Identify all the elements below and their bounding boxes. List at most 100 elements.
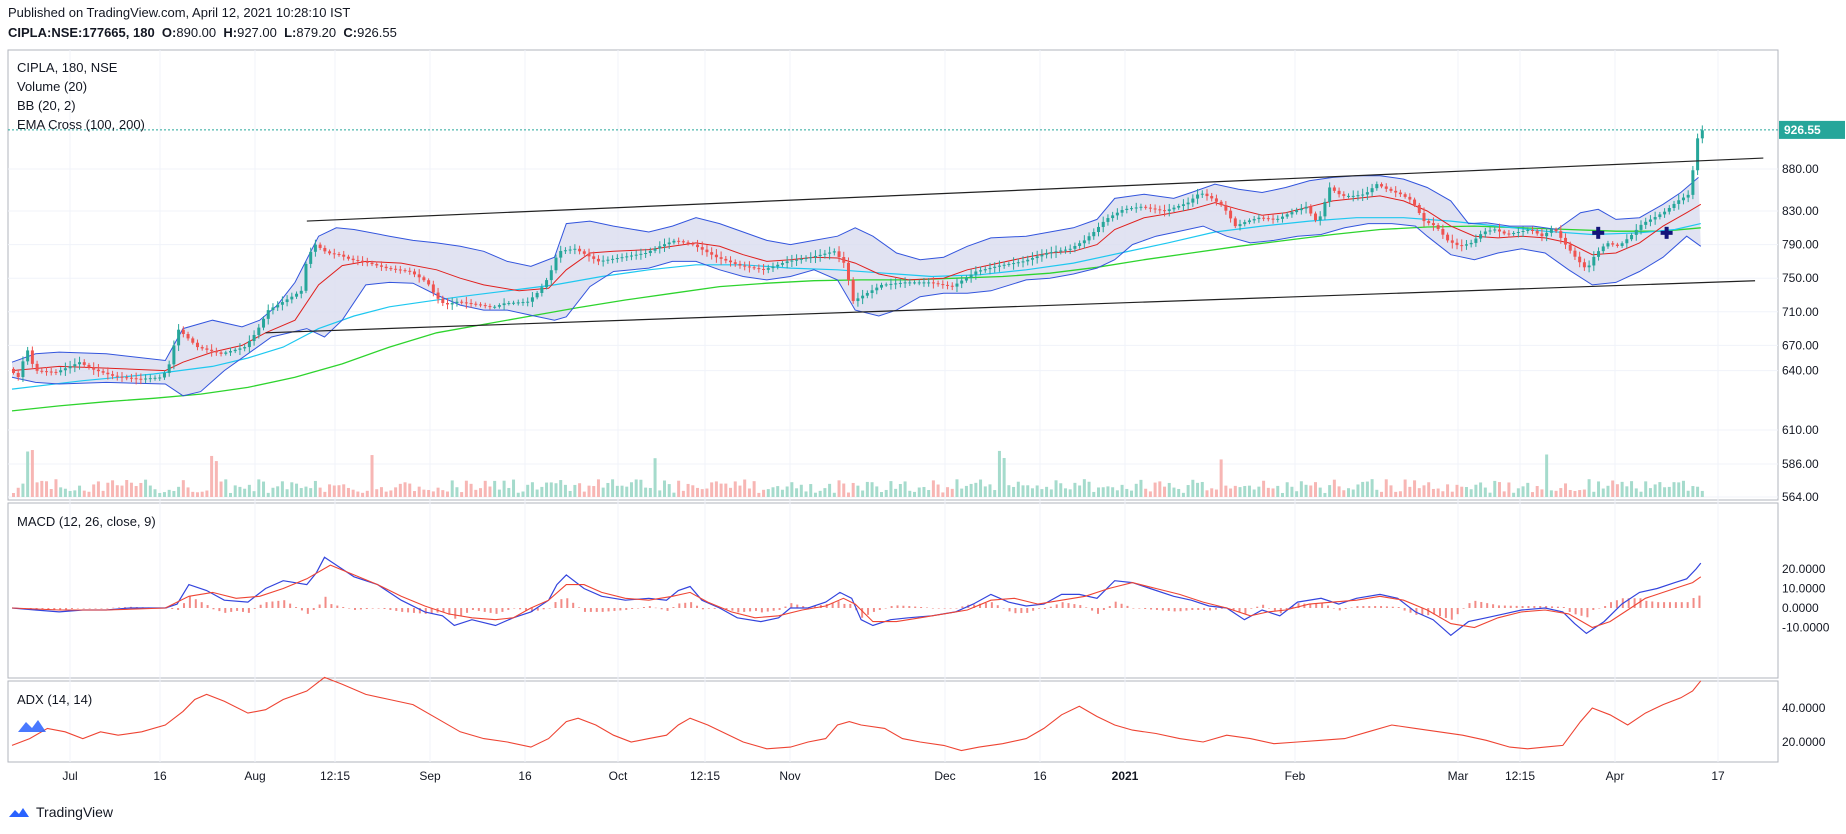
volume-bar [1096,487,1100,497]
macd-histogram-bar [754,608,757,611]
macd-histogram-bar [713,608,716,609]
macd-histogram-bar [507,608,510,610]
legend-ema-cross[interactable]: EMA Cross (100, 200) [17,117,145,132]
candle-body [818,254,822,257]
volume-bar [969,483,973,497]
macd-histogram-bar [1167,608,1170,611]
volume-bar [1497,482,1501,497]
macd-histogram-bar [737,608,740,613]
candle-body [1172,207,1176,210]
candle-body [186,334,190,339]
candle-body [747,266,751,268]
candle-body [771,266,775,269]
x-tick-label: 16 [153,769,167,783]
volume-bar [280,481,284,497]
candle-body [101,371,105,373]
footer-brand[interactable]: TradingView [8,804,113,820]
macd-histogram-bar [802,606,805,608]
macd-histogram-bar [88,608,91,609]
candle-body [318,244,322,248]
macd-histogram-bar [790,603,793,608]
macd-histogram-bar [76,608,79,609]
candle-body [568,249,572,251]
candle-body [1417,204,1421,214]
candle-body [545,280,549,288]
macd-pane[interactable] [7,502,1779,679]
bb-fill [12,175,1701,396]
candle-body [1280,216,1284,219]
volume-bar [1196,482,1200,497]
macd-histogram-bar [1663,602,1666,608]
close-value: 926.55 [357,25,397,40]
macd-histogram-bar [271,601,274,608]
legend-adx[interactable]: ADX (14, 14) [17,692,92,707]
candle-body [828,252,832,254]
candle-body [639,253,643,255]
macd-histogram-bar [118,607,121,608]
macd-histogram-bar [1273,608,1276,611]
candle-body [233,349,237,352]
candle-body [441,298,445,303]
candle-body [1205,193,1209,197]
macd-histogram-bar [1480,601,1483,608]
volume-bar [1582,489,1586,497]
volume-bar [563,484,567,497]
candle-body [1111,215,1115,219]
volume-bar [195,492,199,497]
candle-body [931,282,935,284]
volume-bar [1648,488,1652,497]
volume-bar [1078,485,1082,497]
volume-bar [1148,491,1152,497]
macd-histogram-bar [1533,606,1536,608]
candle-body [1681,197,1685,201]
macd-histogram-bar [1403,608,1406,611]
volume-bar [398,483,402,497]
volume-bar [1342,490,1346,497]
candle-body [351,258,355,261]
channel-upper-line[interactable] [306,157,1764,222]
candle-body [879,284,883,288]
candle-body [1285,214,1289,217]
macd-histogram-bar [654,607,657,609]
volume-bar [285,489,289,497]
volume-bar [686,483,690,497]
candle-body [512,302,516,304]
volume-bar [129,482,133,497]
volume-bar [266,492,270,497]
legend-macd[interactable]: MACD (12, 26, close, 9) [17,514,156,529]
volume-bar [304,486,308,497]
macd-histogram-bar [1433,608,1436,615]
candle-body [219,352,223,354]
legend-bb[interactable]: BB (20, 2) [17,98,76,113]
volume-bar [733,481,737,497]
candle-body [1568,244,1572,251]
candle-body [1554,229,1558,232]
macd-histogram-bar [625,608,628,610]
adx-pane[interactable] [7,680,1779,763]
channel-lower-line[interactable] [265,280,1756,334]
candle-body [323,247,327,252]
candle-body [342,254,346,257]
macd-histogram-bar [1150,608,1153,610]
x-tick-label: 16 [1033,769,1047,783]
candle-body [1620,243,1624,246]
candle-body [224,352,228,354]
volume-bar [1172,487,1176,497]
candle-body [1493,229,1497,231]
macd-histogram-bar [300,608,303,611]
legend-symbol[interactable]: CIPLA, 180, NSE [17,60,118,75]
volume-bar [729,487,733,497]
candle-body [1431,223,1435,226]
candle-body [634,254,638,256]
candle-body [191,338,195,343]
candle-body [1200,193,1204,195]
candle-body [955,283,959,287]
macd-histogram-bar [289,603,292,608]
candle-body [795,259,799,261]
legend-volume[interactable]: Volume (20) [17,79,87,94]
volume-bar [1030,488,1034,497]
macd-histogram-bar [766,608,769,612]
candle-body [535,292,539,298]
volume-bar [1672,482,1676,497]
